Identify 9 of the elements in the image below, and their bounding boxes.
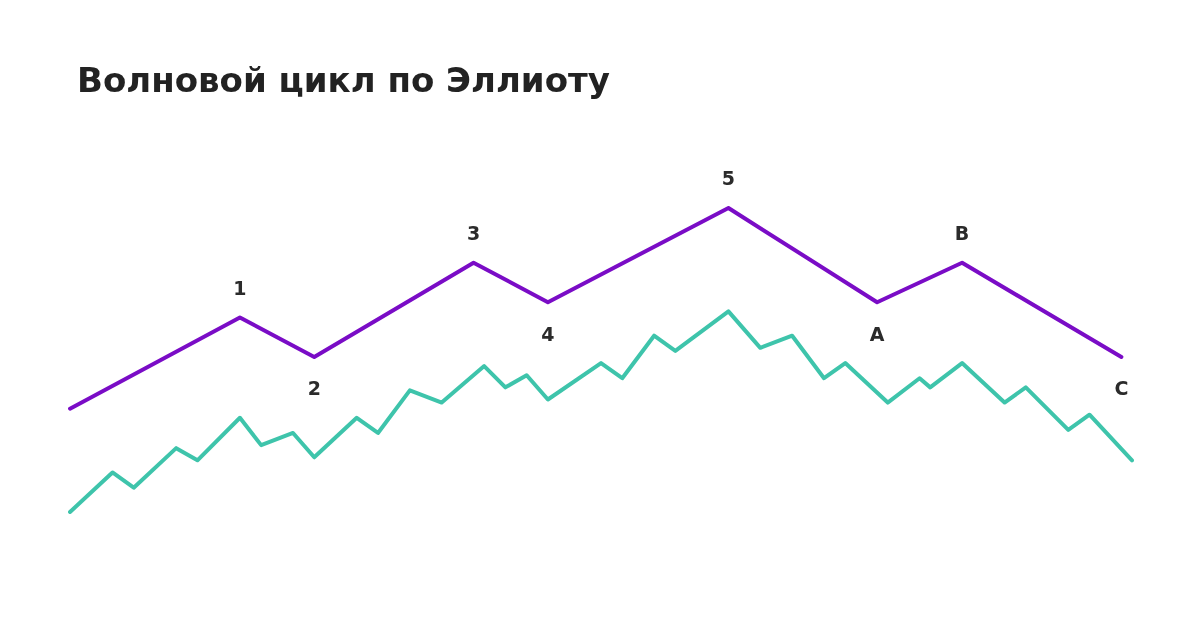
annotation: 1	[233, 276, 247, 299]
annotation: C	[1114, 377, 1129, 400]
text: 5	[721, 167, 736, 190]
annotation: A	[869, 322, 885, 345]
annotation: 2	[307, 377, 321, 400]
chart-title: Волновой цикл по Эллиоту	[77, 60, 610, 100]
annotation: B	[954, 222, 970, 245]
annotation: 4	[541, 322, 555, 345]
annotation: 3	[466, 222, 481, 245]
